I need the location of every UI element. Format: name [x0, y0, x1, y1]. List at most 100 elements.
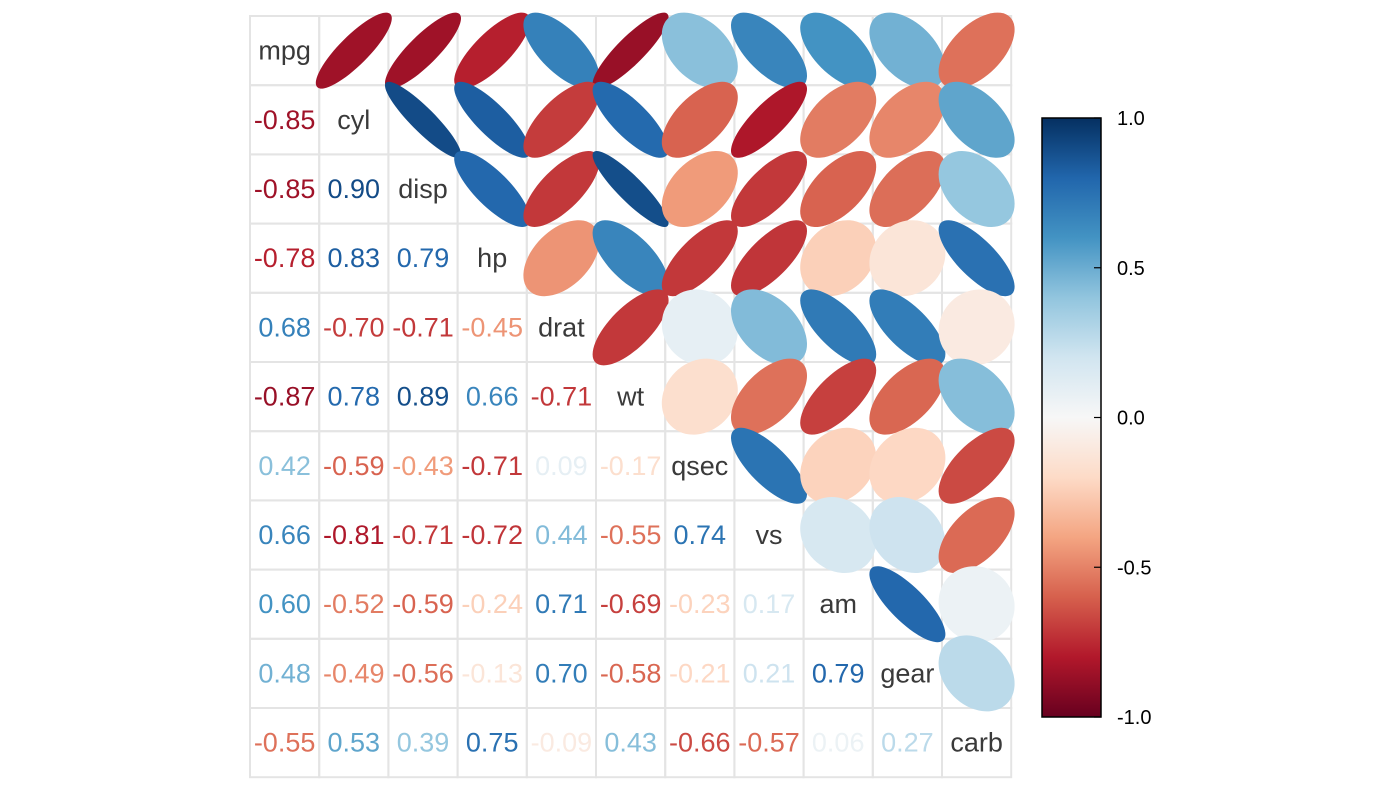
variable-label-cyl: cyl [337, 105, 370, 135]
correlation-value-vs-cyl: -0.81 [323, 520, 385, 550]
correlation-ellipse-disp-carb [938, 151, 1015, 228]
correlation-value-carb-am: 0.06 [812, 728, 865, 758]
correlation-ellipse-mpg-carb [938, 12, 1015, 89]
correlation-ellipse-wt-carb [938, 358, 1015, 435]
correlation-ellipse-drat-carb [938, 289, 1015, 366]
correlation-value-am-qsec: -0.23 [669, 589, 731, 619]
correlation-ellipse-cyl-am [800, 81, 877, 158]
correlation-value-am-vs: 0.17 [743, 589, 796, 619]
correlation-value-am-disp: -0.59 [392, 589, 454, 619]
correlation-ellipse-hp-vs [730, 220, 807, 297]
correlation-ellipse-qsec-vs [731, 427, 808, 504]
colorbar: 1.0 0.5 0.0 -0.5 -1.0 [1041, 108, 1151, 729]
correlation-value-am-cyl: -0.52 [323, 589, 385, 619]
correlation-value-wt-hp: 0.66 [466, 382, 519, 412]
correlation-ellipse-cyl-gear [869, 81, 946, 158]
correlation-value-qsec-mpg: 0.42 [258, 451, 311, 481]
correlation-value-disp-cyl: 0.90 [328, 174, 381, 204]
correlation-value-qsec-disp: -0.43 [392, 451, 454, 481]
correlation-value-vs-wt: -0.55 [600, 520, 662, 550]
correlation-ellipse-vs-am [800, 497, 877, 573]
correlation-ellipse-mpg-hp [454, 12, 531, 89]
correlation-value-vs-qsec: 0.74 [674, 520, 727, 550]
correlation-ellipse-drat-vs [731, 289, 808, 366]
correlation-ellipse-hp-gear [869, 220, 946, 297]
colorbar-gradient [1041, 117, 1102, 718]
correlation-ellipse-disp-vs [730, 151, 807, 228]
matrix-cells: mpg -0.85 cyl -0.85 0.90 disp -0.78 0.83 0.79 hp 0… [249, 12, 1015, 779]
correlation-ellipse-cyl-hp [454, 81, 531, 158]
colorbar-tick-label: 1.0 [1117, 108, 1145, 130]
correlation-ellipse-cyl-wt [592, 81, 669, 158]
correlation-ellipse-cyl-disp [384, 81, 461, 158]
correlation-ellipse-am-carb [938, 566, 1015, 643]
correlation-value-carb-vs: -0.57 [738, 728, 800, 758]
correlation-value-gear-am: 0.79 [812, 658, 865, 688]
correlation-ellipse-mpg-gear [869, 12, 946, 89]
correlation-ellipse-mpg-cyl [315, 12, 392, 89]
correlation-ellipse-cyl-drat [523, 81, 600, 158]
correlation-value-carb-mpg: -0.55 [254, 728, 316, 758]
correlation-value-vs-drat: 0.44 [535, 520, 588, 550]
correlation-ellipse-mpg-qsec [661, 12, 738, 89]
correlation-ellipse-mpg-am [800, 12, 877, 89]
correlation-ellipse-mpg-drat [523, 12, 600, 89]
correlation-value-disp-mpg: -0.85 [254, 174, 316, 204]
variable-label-wt: wt [616, 382, 644, 412]
correlation-value-carb-hp: 0.75 [466, 728, 519, 758]
correlation-value-drat-hp: -0.45 [461, 312, 523, 342]
correlation-value-wt-drat: -0.71 [531, 382, 593, 412]
correlation-value-hp-mpg: -0.78 [254, 243, 316, 273]
correlation-value-wt-cyl: 0.78 [328, 382, 381, 412]
correlation-value-qsec-wt: -0.17 [600, 451, 662, 481]
correlation-ellipse-hp-wt [592, 220, 669, 297]
correlation-ellipse-am-gear [869, 566, 946, 643]
correlation-ellipse-mpg-vs [730, 12, 807, 89]
correlation-ellipse-qsec-carb [938, 427, 1015, 504]
correlation-ellipse-mpg-wt [592, 12, 669, 89]
correlation-ellipse-qsec-gear [869, 427, 946, 504]
variable-label-gear: gear [880, 658, 934, 688]
correlation-ellipse-disp-am [800, 151, 877, 228]
correlation-value-gear-cyl: -0.49 [323, 658, 385, 688]
correlation-value-am-hp: -0.24 [461, 589, 523, 619]
correlation-value-carb-wt: 0.43 [604, 728, 657, 758]
correlation-ellipse-vs-carb [938, 497, 1015, 574]
correlation-value-wt-mpg: -0.87 [254, 382, 316, 412]
correlation-ellipse-disp-drat [523, 150, 600, 227]
correlation-value-drat-mpg: 0.68 [258, 312, 311, 342]
correlation-ellipse-gear-carb [938, 635, 1015, 712]
correlation-ellipse-qsec-am [800, 427, 877, 504]
correlation-ellipse-hp-carb [938, 220, 1015, 297]
colorbar-tick-label: -0.5 [1117, 557, 1151, 579]
correlation-ellipse-mpg-disp [385, 12, 462, 89]
correlation-value-vs-hp: -0.72 [461, 520, 523, 550]
correlation-ellipse-drat-gear [869, 289, 946, 366]
correlation-ellipse-hp-am [800, 220, 877, 297]
correlation-value-hp-cyl: 0.83 [328, 243, 381, 273]
correlation-ellipse-wt-vs [730, 358, 807, 435]
correlation-value-gear-mpg: 0.48 [258, 658, 311, 688]
correlation-value-carb-drat: -0.09 [531, 728, 593, 758]
correlation-ellipse-disp-wt [592, 151, 669, 228]
correlation-ellipse-hp-drat [523, 220, 600, 297]
correlation-value-carb-qsec: -0.66 [669, 728, 731, 758]
correlation-value-am-mpg: 0.60 [258, 589, 311, 619]
correlation-ellipse-hp-qsec [661, 220, 738, 297]
correlation-value-cyl-mpg: -0.85 [254, 105, 316, 135]
correlation-ellipse-cyl-carb [938, 81, 1015, 158]
correlation-value-qsec-cyl: -0.59 [323, 451, 385, 481]
correlation-value-gear-wt: -0.58 [600, 658, 662, 688]
variable-label-qsec: qsec [671, 451, 728, 481]
correlation-ellipse-wt-gear [869, 358, 946, 435]
correlation-ellipse-vs-gear [869, 497, 946, 574]
correlation-ellipse-drat-qsec [661, 289, 738, 366]
correlation-value-gear-qsec: -0.21 [669, 658, 731, 688]
correlation-value-am-wt: -0.69 [600, 589, 662, 619]
correlation-value-vs-mpg: 0.66 [258, 520, 311, 550]
variable-label-carb: carb [950, 728, 1003, 758]
correlation-value-vs-disp: -0.71 [392, 520, 454, 550]
correlation-ellipse-wt-am [800, 358, 877, 435]
